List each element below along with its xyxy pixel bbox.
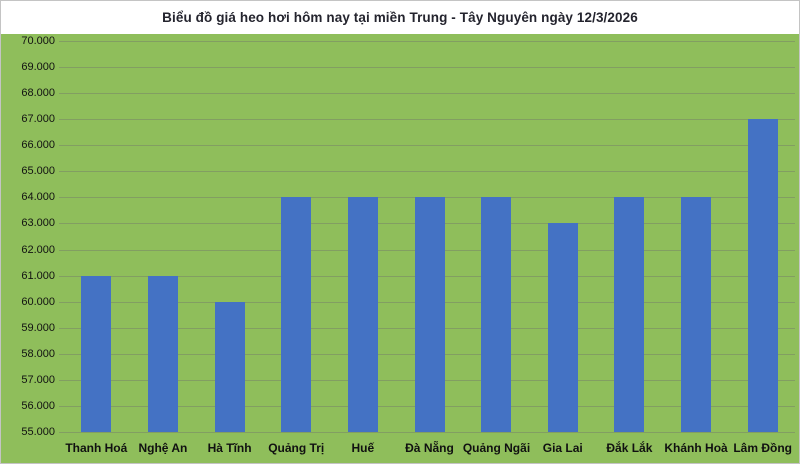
x-axis-category-label: Đà Nẵng (405, 441, 454, 455)
y-axis-tick-label: 59.000 (21, 321, 55, 334)
y-axis-tick-label: 66.000 (21, 139, 55, 152)
x-axis-category-label: Huế (351, 441, 375, 455)
bar (681, 197, 712, 432)
x-axis-category-label: Quảng Trị (268, 441, 325, 455)
x-axis-category-label: Nghệ An (138, 441, 188, 455)
x-axis-category-label: Quảng Ngãi (462, 441, 531, 455)
y-axis-tick-label: 68.000 (21, 87, 55, 100)
x-axis-category-label: Khánh Hoà (664, 441, 728, 455)
y-axis-tick-label: 65.000 (21, 165, 55, 178)
bar (547, 223, 578, 432)
y-axis-tick-label: 63.000 (21, 217, 55, 230)
x-axis-category-label: Đắk Lắk (606, 441, 653, 455)
bar (614, 197, 645, 432)
bar (414, 197, 445, 432)
bar (481, 197, 512, 432)
y-axis-tick-label: 57.000 (21, 373, 55, 386)
x-axis-category-label: Gia Lai (542, 441, 583, 455)
y-axis-tick-label: 69.000 (21, 61, 55, 74)
bar (81, 275, 112, 432)
y-axis-tick-label: 58.000 (21, 347, 55, 360)
x-axis-category-label: Hà Tĩnh (207, 441, 252, 455)
x-axis-category-label: Thanh Hoá (65, 441, 128, 455)
gridline (59, 171, 795, 173)
gridline (59, 432, 795, 433)
bar (347, 197, 378, 432)
gridline (59, 119, 795, 121)
y-axis-tick-label: 70.000 (21, 35, 55, 47)
bar (747, 119, 778, 432)
chart-title-band: Biểu đồ giá heo hơi hôm nay tại miền Tru… (1, 1, 799, 34)
bar (214, 301, 245, 432)
y-axis-tick-label: 67.000 (21, 113, 55, 126)
y-axis-tick-label: 56.000 (21, 399, 55, 412)
y-axis-tick-label: 55.000 (21, 426, 55, 438)
gridline (59, 145, 795, 147)
y-axis-tick-label: 60.000 (21, 295, 55, 308)
x-axis-category-label: Lâm Đồng (733, 441, 792, 455)
bar (281, 197, 312, 432)
gridline (59, 41, 795, 42)
y-axis-tick-label: 61.000 (21, 269, 55, 282)
bar (147, 275, 178, 432)
chart-title: Biểu đồ giá heo hơi hôm nay tại miền Tru… (162, 10, 638, 25)
y-axis-tick-label: 64.000 (21, 191, 55, 204)
gridline (59, 93, 795, 95)
gridline (59, 67, 795, 69)
y-axis-tick-label: 62.000 (21, 243, 55, 256)
